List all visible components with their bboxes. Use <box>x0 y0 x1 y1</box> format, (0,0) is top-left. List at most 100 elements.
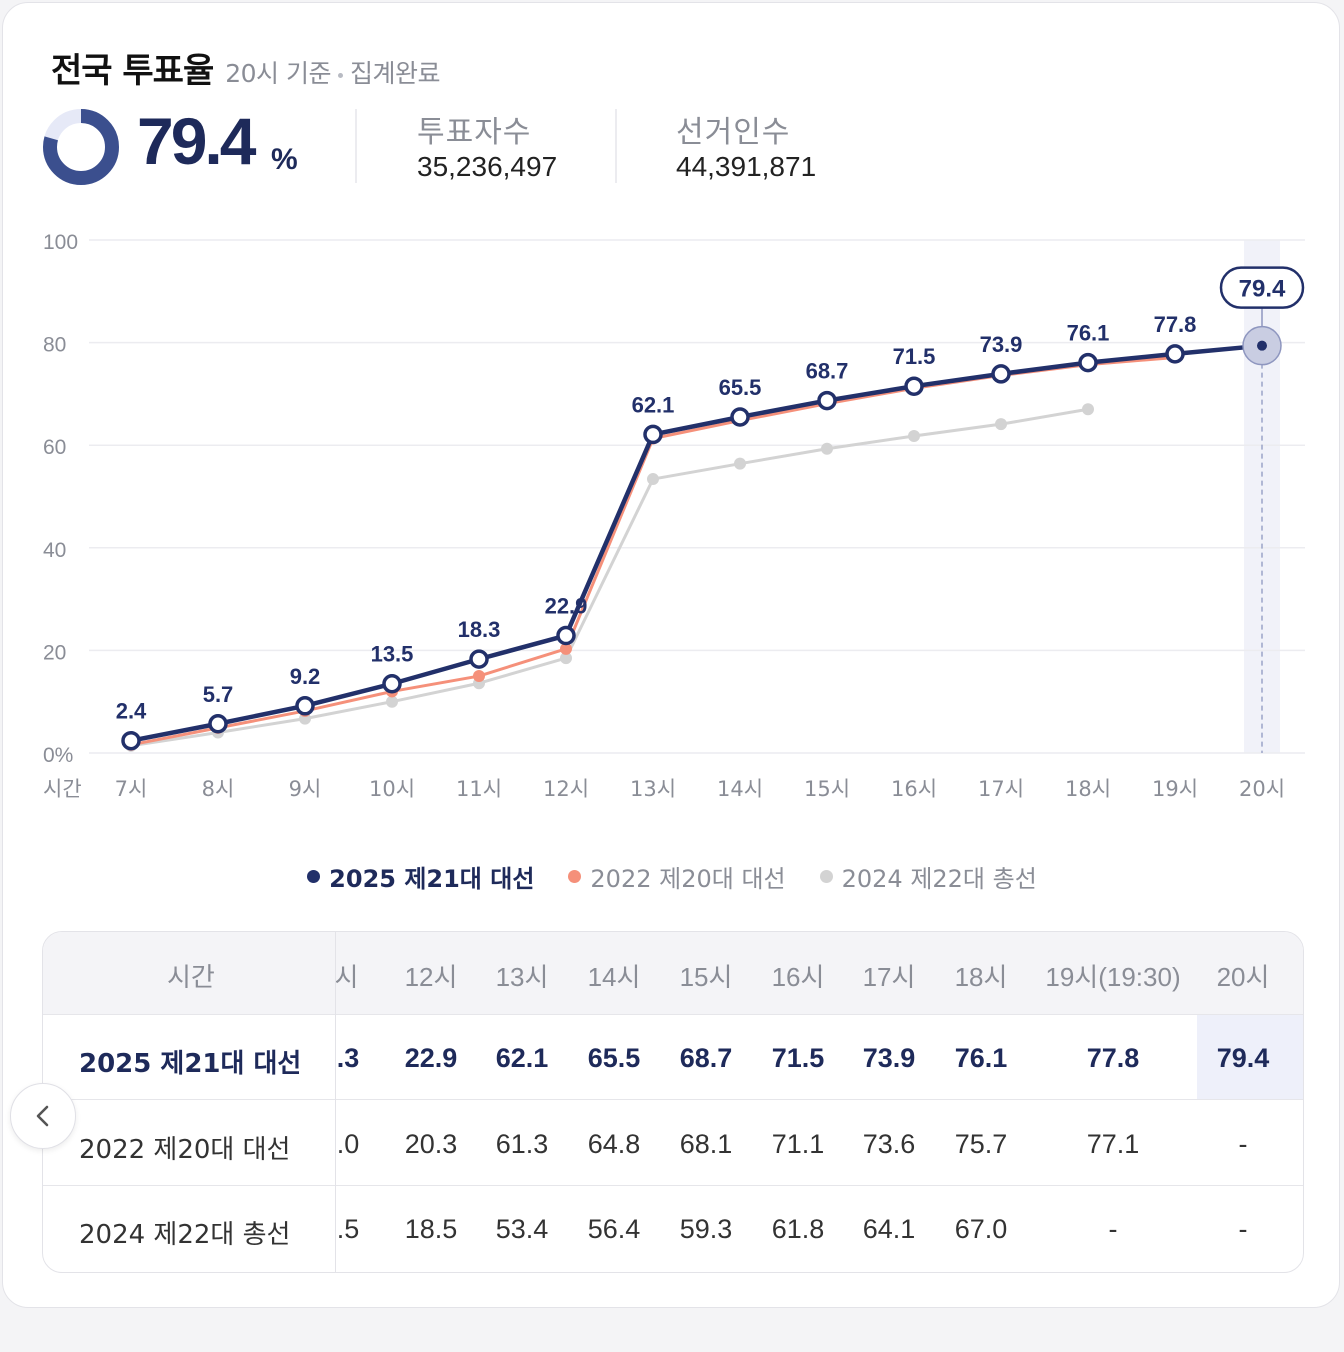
table-cell: 79.4 <box>1216 1043 1270 1073</box>
data-label: 73.9 <box>980 332 1023 357</box>
turnout-rate-unit: % <box>271 143 298 176</box>
table-row-label: 2022 제20대 대선 <box>79 1135 291 1165</box>
table-cell: 77.8 <box>1086 1043 1140 1073</box>
x-tick-label: 10시 <box>369 777 415 801</box>
electorate-label: 선거인수 <box>676 115 791 150</box>
table-header-cell: 12시 <box>404 962 458 992</box>
table-cell: 18.3 <box>336 1043 360 1073</box>
electorate-value: 44,391,871 <box>676 151 817 182</box>
voters-label: 투표자수 <box>417 115 532 150</box>
subtitle: 20시 기준 집계완료 <box>225 54 440 90</box>
table-header-row <box>43 932 1303 1014</box>
turnout-line-chart: 100 80 60 40 20 0% 시간 7시 8시 9시 10시 11시 12시 13시 14시 15시 1… <box>43 231 1305 801</box>
y-tick-label: 40 <box>43 539 66 562</box>
data-label: 2.4 <box>116 699 147 724</box>
data-point <box>730 407 750 427</box>
subtitle-status: 집계완료 <box>350 59 441 88</box>
subtitle-time: 20시 기준 <box>225 59 332 88</box>
table-scroll-area[interactable]: 11시 12시 13시 14시 15시 16시 17시 18시 19시(19:30) 20시 18.… <box>336 932 1303 1272</box>
x-tick-label: 20시 <box>1239 777 1285 801</box>
data-label: 5.7 <box>203 682 234 707</box>
table-cell: 56.4 <box>587 1214 641 1244</box>
highlight-cell <box>1197 1014 1303 1099</box>
y-tick-label: 80 <box>43 334 66 357</box>
y-tick-label: 100 <box>43 231 78 254</box>
table-header-cell: 18시 <box>954 962 1008 992</box>
table-cell: 22.9 <box>404 1043 458 1073</box>
turnout-rate: 79.4 <box>137 104 256 178</box>
table-cell: 71.5 <box>771 1043 825 1073</box>
voters-value: 35,236,497 <box>417 151 558 182</box>
data-point <box>734 457 746 470</box>
table-cell: - <box>1238 1214 1248 1244</box>
x-axis-title: 시간 <box>43 777 82 801</box>
table-header-cell: 15시 <box>679 962 733 992</box>
x-tick-label: 9시 <box>289 777 322 801</box>
x-tick-label: 8시 <box>202 777 235 801</box>
data-point <box>469 649 489 669</box>
legend-item-2025[interactable]: 2025 제21대 대선 <box>307 859 534 894</box>
data-point <box>1165 344 1185 364</box>
table-cell: 62.1 <box>495 1043 549 1073</box>
x-tick-label: 12시 <box>543 777 589 801</box>
series-line <box>130 407 1089 748</box>
legend-item-2024[interactable]: 2024 제22대 총선 <box>819 859 1037 894</box>
table-cell: 64.8 <box>587 1129 641 1159</box>
chevron-left-icon <box>36 1105 49 1127</box>
divider <box>355 109 357 183</box>
data-point <box>643 424 663 445</box>
data-label: 68.7 <box>806 359 849 384</box>
row-divider <box>43 1185 1303 1186</box>
table-cell: 61.8 <box>771 1214 825 1244</box>
table-cell: 18.5 <box>404 1214 458 1244</box>
x-tick-label: 15시 <box>804 777 850 801</box>
y-tick-label: 0% <box>43 744 73 767</box>
table-cell: 59.3 <box>679 1214 733 1244</box>
data-point <box>121 730 141 751</box>
legend-label: 2022 제20대 대선 <box>590 865 786 893</box>
turnout-donut-icon <box>43 109 119 185</box>
callout-label: 79.4 <box>1239 276 1286 303</box>
row-divider <box>43 1014 1303 1015</box>
data-label: 22.9 <box>545 594 588 619</box>
legend-label: 2025 제21대 대선 <box>329 865 535 893</box>
turnout-table[interactable]: 시간 2025 제21대 대선 2022 제20대 대선 2024 제22대 총… <box>42 931 1304 1273</box>
data-point <box>560 642 572 655</box>
y-tick-label: 60 <box>43 436 66 459</box>
table-cell: 15.0 <box>336 1129 360 1159</box>
table-header-cell: 17시 <box>862 962 916 992</box>
callout-box <box>1219 266 1305 309</box>
data-point <box>208 714 228 734</box>
table-cell: 76.1 <box>954 1043 1008 1073</box>
legend-label: 2024 제22대 총선 <box>841 865 1037 893</box>
table-cell: 65.5 <box>587 1043 641 1073</box>
y-tick-label: 20 <box>43 641 66 664</box>
legend-item-2022[interactable]: 2022 제20대 대선 <box>568 859 786 894</box>
legend-dot <box>568 870 582 883</box>
data-label: 65.5 <box>719 375 762 400</box>
x-tick-label: 11시 <box>456 777 502 801</box>
table-cell: 61.3 <box>495 1129 549 1159</box>
table-header-cell: 14시 <box>587 962 641 992</box>
scroll-left-button[interactable] <box>10 1083 76 1149</box>
table-header-cell: 19시(19:30) <box>1045 962 1181 992</box>
table-cell: 71.1 <box>771 1129 825 1159</box>
table-cell: 73.6 <box>862 1129 916 1159</box>
data-point <box>386 695 398 708</box>
table-cell: 75.7 <box>954 1129 1008 1159</box>
column-divider <box>335 932 336 1272</box>
card-header: 전국 투표율 20시 기준 집계완료 <box>51 43 441 92</box>
table-cell: - <box>1108 1214 1118 1244</box>
data-point <box>995 418 1007 431</box>
data-point <box>904 376 924 396</box>
page-title: 전국 투표율 <box>51 51 214 91</box>
separator-dot <box>338 72 344 78</box>
table-cell: 68.1 <box>679 1129 733 1159</box>
divider <box>615 109 617 183</box>
data-label: 77.8 <box>1154 312 1197 337</box>
turnout-card: 전국 투표율 20시 기준 집계완료 79.4 % 투표자수 35,236,497… <box>2 2 1340 1308</box>
data-label: 71.5 <box>893 344 936 369</box>
table-cell: 73.9 <box>862 1043 916 1073</box>
table-cell: 64.1 <box>862 1214 916 1244</box>
data-point <box>991 364 1011 384</box>
